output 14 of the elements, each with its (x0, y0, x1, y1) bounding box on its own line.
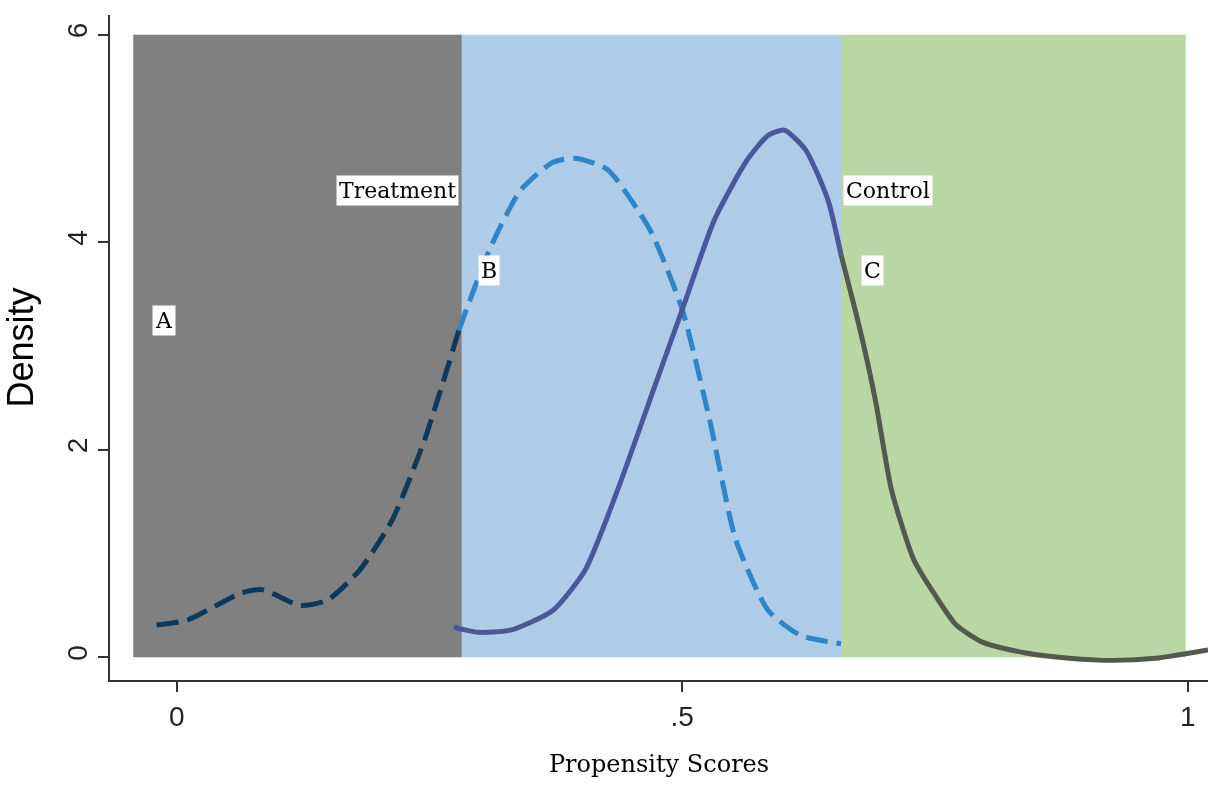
y-tick-label: 4 (61, 230, 93, 246)
x-tick-label: 0 (168, 700, 185, 732)
x-tick-label: 1 (1179, 700, 1196, 732)
y-tick-label: 6 (61, 22, 93, 39)
x-tick-label: .5 (670, 700, 694, 732)
annotation: Treatment (339, 178, 457, 203)
annotation: A (155, 308, 173, 333)
annotation: Control (846, 178, 930, 203)
x-axis-title: Propensity Scores (548, 750, 770, 779)
annotation: B (481, 258, 498, 283)
y-tick-label: 0 (61, 645, 93, 661)
y-tick-label: 2 (61, 437, 93, 454)
annotation: C (864, 258, 881, 283)
y-axis-title: Density (0, 287, 41, 408)
